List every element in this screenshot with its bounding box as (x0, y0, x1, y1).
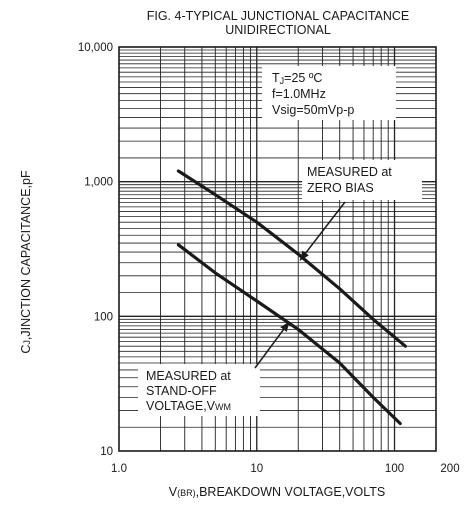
chart-title-line2: UNIDIRECTIONAL (225, 23, 331, 37)
y-tick-label: 10,000 (78, 42, 113, 54)
condition-frequency: f=1.0MHz (272, 87, 326, 101)
x-tick-label: 10 (250, 463, 263, 475)
stand-off-annotation: MEASURED at STAND-OFF VOLTAGE,VWM (138, 321, 290, 416)
x-tick-label: 100 (385, 463, 404, 475)
x-axis-label-rest: ,BREAKDOWN VOLTAGE,VOLTS (196, 485, 386, 499)
x-tick-label: 200 (440, 463, 459, 475)
y-tick-label: 1,000 (84, 177, 113, 189)
stand-off-label-bg (138, 364, 260, 416)
zero-bias-arrow (299, 201, 346, 261)
stand-off-label-line3-sub: WM (215, 402, 231, 412)
condition-tj-rest: =25 ºC (284, 71, 322, 85)
stand-off-label-line1: MEASURED at (146, 369, 231, 383)
x-axis-label-sub: (BR) (177, 488, 196, 498)
zero-bias-annotation: MEASURED at ZERO BIAS (299, 160, 422, 261)
condition-vsig: Vsig=50mVp-p (272, 103, 354, 117)
x-axis-label: V(BR),BREAKDOWN VOLTAGE,VOLTS (169, 485, 385, 499)
x-tick-label: 1.0 (111, 463, 127, 475)
chart-title-line1: FIG. 4-TYPICAL JUNCTIONAL CAPACITANCE (147, 9, 410, 23)
condition-tj-prefix: T (272, 71, 280, 85)
zero-bias-label-line2: ZERO BIAS (307, 181, 374, 195)
condition-tj: TJ=25 ºC (272, 71, 322, 86)
stand-off-label-line3-prefix: VOLTAGE,V (146, 399, 216, 413)
series-line-stand-off (176, 243, 402, 426)
zero-bias-label-line1: MEASURED at (307, 165, 392, 179)
test-conditions-box: TJ=25 ºC f=1.0MHz Vsig=50mVp-p (262, 66, 396, 120)
zero-bias-label-bg (302, 160, 422, 200)
y-tick-label: 100 (94, 311, 113, 323)
y-axis-label-sub: J (22, 340, 32, 345)
y-tick-label: 10 (100, 446, 113, 458)
condition-tj-sub: J (280, 76, 285, 86)
tick-labels: 1.0 10 100 200 10 100 1,000 10,000 (78, 42, 460, 475)
y-axis-label: CJ,JINCTION CAPACITANCE,pF (19, 170, 33, 354)
y-axis-label-rest: ,JINCTION CAPACITANCE,pF (19, 170, 33, 340)
y-axis-label-prefix: C (19, 345, 33, 354)
series-line-zero-bias (176, 169, 407, 348)
stand-off-arrow (254, 321, 290, 369)
x-axis-label-prefix: V (169, 485, 178, 499)
conditions-box-bg (262, 66, 396, 120)
plot-frame (118, 46, 437, 452)
stand-off-label-line3: VOLTAGE,VWM (146, 399, 231, 413)
stand-off-label-line2: STAND-OFF (146, 384, 217, 398)
series-lines (176, 169, 407, 426)
